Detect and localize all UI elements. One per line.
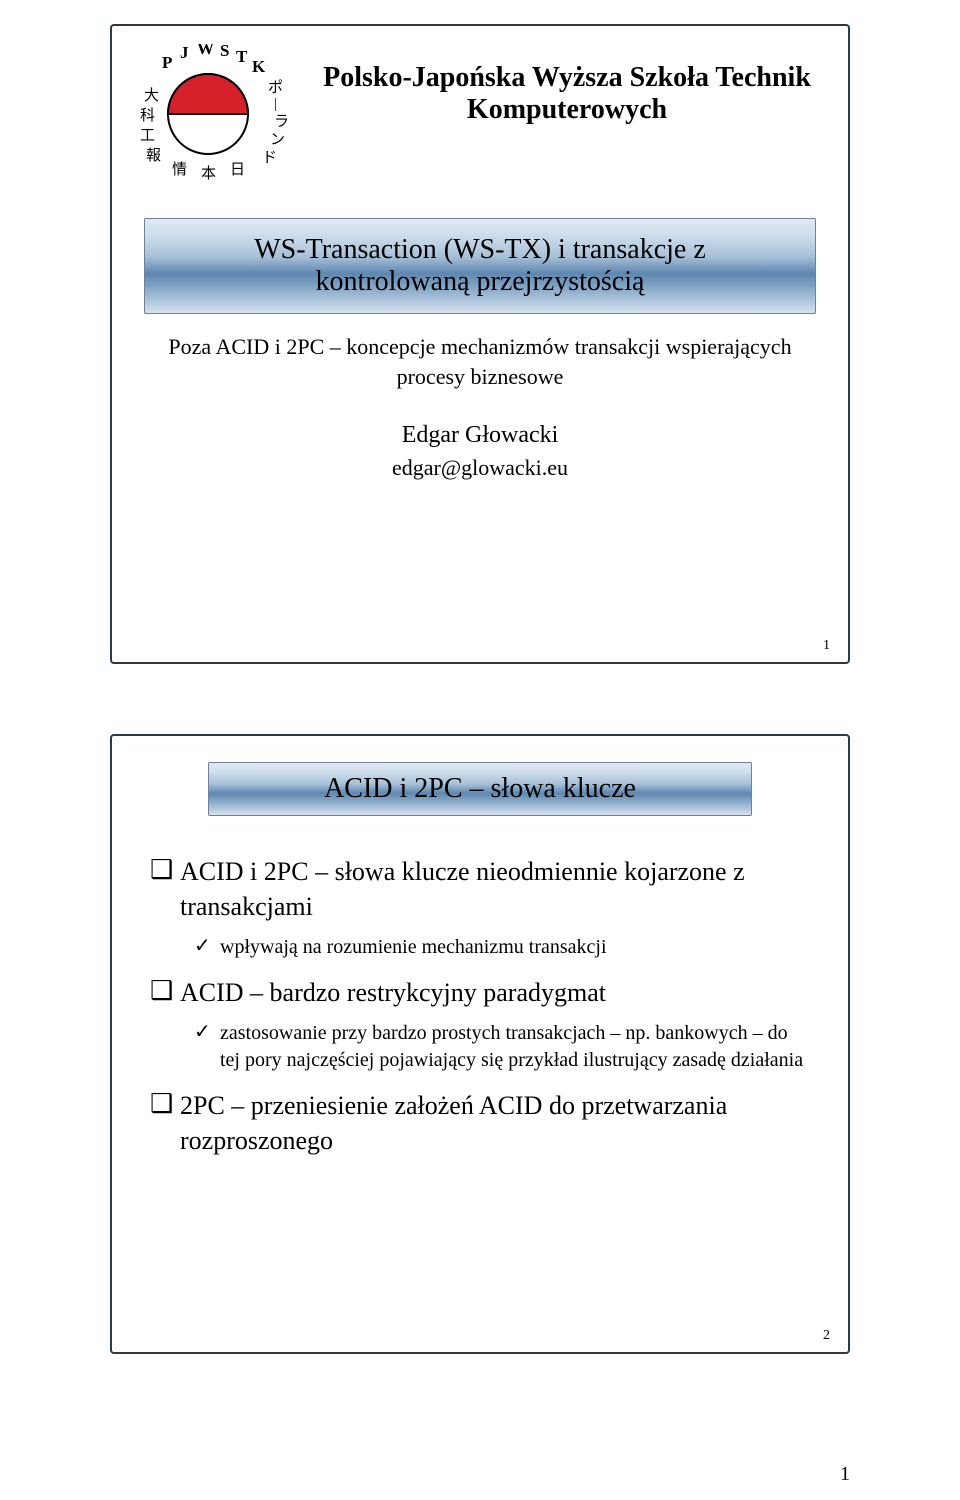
slide2-title-bar: ACID i 2PC – słowa klucze: [208, 762, 752, 816]
slide-2: ACID i 2PC – słowa klucze ❑ACID i 2PC – …: [110, 734, 850, 1354]
svg-text:ポ: ポ: [268, 79, 283, 96]
bullet-level1-text: ACID – bardzo restrykcyjny paradygmat: [180, 975, 606, 1010]
svg-text:W: W: [197, 44, 214, 58]
page: P J W S T K 大 科 工 報: [0, 0, 960, 1500]
bullet-level2-text: zastosowanie przy bardzo prostych transa…: [220, 1020, 810, 1074]
svg-text:J: J: [180, 44, 189, 62]
header-block: P J W S T K 大 科 工 報: [138, 44, 822, 194]
slide1-subtitle: Poza ACID i 2PC – koncepcje mechanizmów …: [168, 332, 792, 391]
slide2-number: 2: [823, 1328, 830, 1344]
svg-text:大: 大: [144, 87, 159, 104]
institution-line2: Komputerowych: [467, 94, 667, 125]
bullet-level1: ❑ACID i 2PC – słowa klucze nieodmiennie …: [150, 854, 810, 924]
author-email: edgar@glowacki.eu: [138, 453, 822, 484]
bullet-level2: ✓wpływają na rozumienie mechanizmu trans…: [194, 934, 810, 961]
bullet-level2-text: wpływają na rozumienie mechanizmu transa…: [220, 934, 607, 961]
slide-2-wrap: ACID i 2PC – słowa klucze ❑ACID i 2PC – …: [110, 734, 850, 1354]
institution-title: Polsko-Japońska Wyższa Szkoła Technik Ko…: [312, 62, 822, 126]
slide1-title-line1: WS-Transaction (WS-TX) i transakcje z: [254, 234, 706, 265]
bullet-level1-text: 2PC – przeniesienie założeń ACID do prze…: [180, 1088, 810, 1158]
check-bullet-icon: ✓: [194, 934, 220, 958]
svg-text:P: P: [162, 53, 172, 72]
institution-line1: Polsko-Japońska Wyższa Szkoła Technik: [323, 62, 811, 93]
svg-text:日: 日: [230, 162, 245, 178]
slide-1-wrap: P J W S T K 大 科 工 報: [110, 24, 850, 664]
svg-text:ド: ド: [262, 150, 277, 166]
slide1-number: 1: [823, 638, 830, 654]
page-number: 1: [840, 1463, 850, 1486]
svg-text:T: T: [236, 47, 248, 66]
bullet-level1-text: ACID i 2PC – słowa klucze nieodmiennie k…: [180, 854, 810, 924]
svg-text:ラ: ラ: [274, 114, 288, 130]
bullet-level2: ✓zastosowanie przy bardzo prostych trans…: [194, 1020, 810, 1074]
slide1-title-line2: kontrolowaną przejrzystością: [316, 266, 645, 297]
pjwstk-logo-icon: P J W S T K 大 科 工 報: [138, 44, 288, 194]
square-bullet-icon: ❑: [150, 854, 180, 885]
svg-text:S: S: [220, 44, 229, 60]
svg-text:情: 情: [172, 161, 187, 178]
bullet-level1: ❑2PC – przeniesienie założeń ACID do prz…: [150, 1088, 810, 1158]
svg-text:K: K: [252, 57, 266, 76]
bullet-level1: ❑ACID – bardzo restrykcyjny paradygmat: [150, 975, 810, 1010]
square-bullet-icon: ❑: [150, 1088, 180, 1119]
svg-text:報: 報: [146, 147, 161, 164]
slide2-title: ACID i 2PC – słowa klucze: [324, 773, 636, 805]
svg-text:工: 工: [140, 128, 155, 144]
svg-text:ン: ン: [270, 132, 285, 148]
author-name: Edgar Głowacki: [138, 419, 822, 453]
check-bullet-icon: ✓: [194, 1020, 220, 1044]
square-bullet-icon: ❑: [150, 975, 180, 1006]
slide1-title-bar: WS-Transaction (WS-TX) i transakcje z ko…: [144, 218, 816, 314]
svg-text:科: 科: [140, 107, 155, 124]
svg-text:|: |: [274, 96, 277, 112]
author-block: Edgar Głowacki edgar@glowacki.eu: [138, 419, 822, 483]
slide2-bullets: ❑ACID i 2PC – słowa klucze nieodmiennie …: [138, 824, 822, 1158]
svg-text:本: 本: [201, 165, 216, 182]
slide-1: P J W S T K 大 科 工 報: [110, 24, 850, 664]
